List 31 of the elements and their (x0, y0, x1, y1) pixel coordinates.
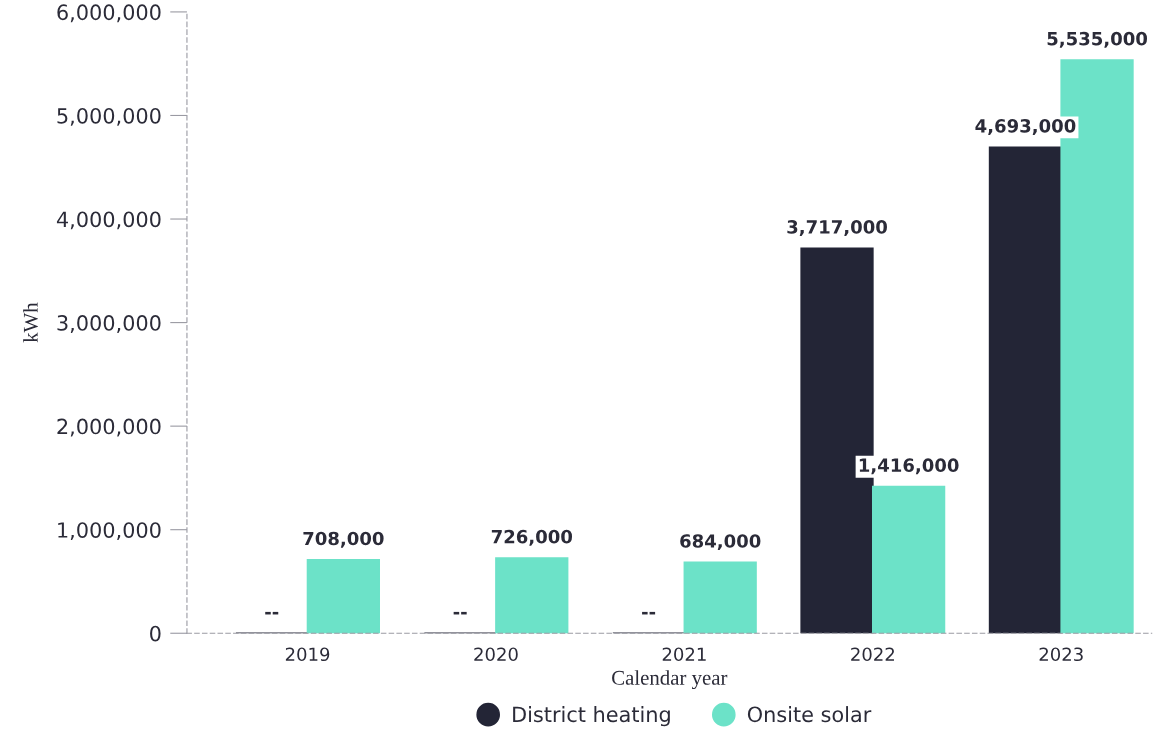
x-tick-label: 2022 (851, 647, 894, 662)
bar (683, 561, 757, 634)
y-tick-label: 0 (150, 625, 161, 642)
data-label: 708,000 (303, 531, 384, 548)
x-tick-label: 2020 (474, 647, 518, 662)
bar (871, 485, 946, 634)
x-axis-title: Calendar year (612, 670, 728, 690)
y-tick-label: 2,000,000 (57, 418, 161, 437)
y-axis-title: kWh (23, 302, 38, 343)
x-tick-label: 2019 (285, 647, 330, 662)
x-tick-label: 2021 (662, 647, 706, 662)
legend-label: District heating (513, 706, 670, 727)
y-tick-label: 1,000,000 (58, 522, 161, 541)
bar (495, 557, 569, 634)
data-label: -- (265, 611, 279, 615)
data-label: 4,693,000 (975, 119, 1076, 135)
data-label: 5,535,000 (1047, 31, 1148, 48)
data-label: 3,717,000 (787, 220, 887, 237)
data-label: 726,000 (491, 529, 573, 546)
data-label: -- (642, 611, 656, 615)
legend-label: Onsite solar (747, 706, 872, 723)
data-label: -- (453, 611, 467, 615)
data-label: 684,000 (680, 534, 761, 551)
x-tick-label: 2023 (1039, 647, 1083, 662)
y-tick-label: 5,000,000 (57, 107, 161, 126)
y-tick-label: 6,000,000 (57, 4, 161, 23)
y-tick-label: 3,000,000 (57, 315, 161, 333)
bar (988, 146, 1063, 634)
data-label: 1,416,000 (859, 458, 959, 475)
bar (306, 559, 380, 634)
y-tick-label: 4,000,000 (56, 211, 161, 230)
